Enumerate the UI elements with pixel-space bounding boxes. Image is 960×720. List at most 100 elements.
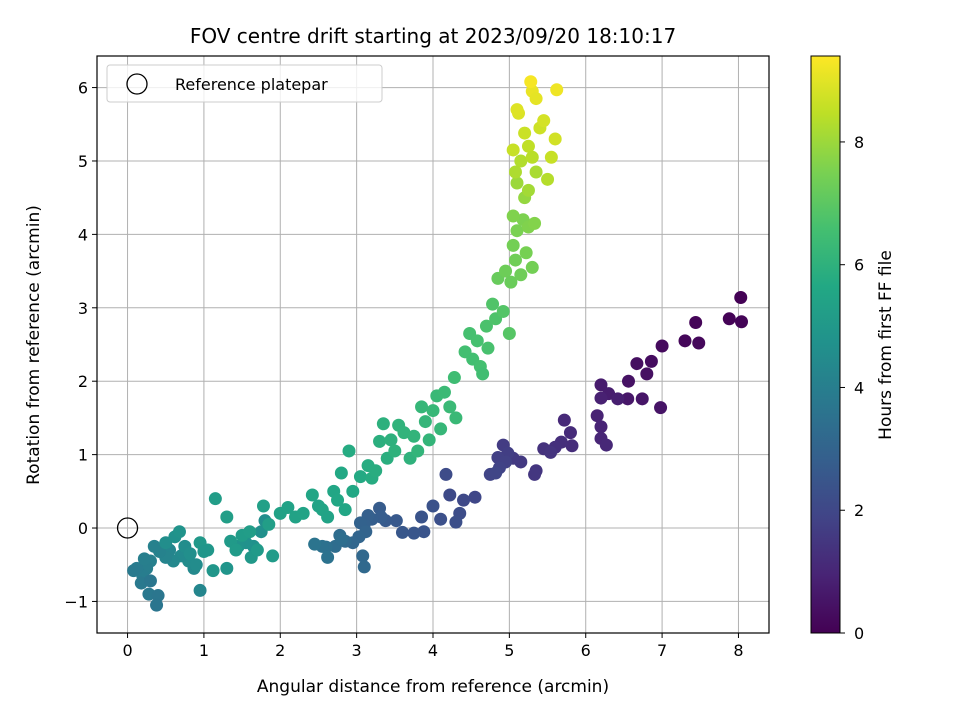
x-tick-label: 5 (504, 641, 514, 660)
data-point (183, 547, 197, 561)
data-point (654, 401, 668, 415)
y-tick-label: 1 (78, 446, 88, 465)
y-tick-label: 4 (78, 225, 88, 244)
data-point (407, 526, 421, 540)
data-point (357, 560, 371, 574)
legend-label: Reference platepar (175, 75, 328, 94)
data-point (426, 404, 440, 418)
data-point (594, 391, 608, 405)
y-tick-label: 6 (78, 79, 88, 98)
data-point (550, 83, 564, 97)
data-point (502, 326, 516, 340)
data-point (127, 564, 141, 578)
data-point (389, 514, 403, 528)
data-point (521, 139, 535, 153)
data-point (229, 543, 243, 557)
data-point (524, 75, 538, 89)
data-point (599, 438, 613, 452)
data-point (537, 114, 551, 128)
data-point (544, 150, 558, 164)
colorbar-gradient (810, 55, 841, 634)
data-point (434, 512, 448, 526)
data-point (563, 426, 577, 440)
x-tick-label: 7 (657, 641, 667, 660)
data-point (373, 434, 387, 448)
colorbar-ticks: 0 2 4 6 8 (840, 133, 864, 643)
data-point (417, 525, 431, 539)
data-point (407, 429, 421, 443)
data-point (193, 583, 207, 597)
data-point (172, 525, 186, 539)
data-point (504, 275, 518, 289)
chart-title: FOV centre drift starting at 2023/09/20 … (190, 24, 676, 48)
data-point (137, 552, 151, 566)
data-point (331, 493, 345, 507)
data-point (557, 413, 571, 427)
data-point (468, 490, 482, 504)
data-point (321, 510, 335, 524)
x-tick-label: 6 (581, 641, 591, 660)
data-point (506, 209, 520, 223)
data-points (127, 75, 749, 612)
colorbar-tick-label: 4 (854, 378, 864, 397)
data-point (630, 357, 644, 371)
y-tick-label: 0 (78, 519, 88, 538)
data-point (151, 589, 165, 603)
data-point (529, 92, 543, 106)
data-point (486, 297, 500, 311)
data-point (621, 392, 635, 406)
data-point (506, 143, 520, 157)
data-point (508, 165, 522, 179)
reference-marker-layer (116, 517, 139, 539)
data-point (722, 312, 736, 326)
data-point (528, 467, 542, 481)
x-tick-label: 4 (428, 641, 438, 660)
x-ticks: 0 1 2 3 4 5 6 7 8 (122, 633, 744, 660)
colorbar-tick-label: 0 (854, 624, 864, 643)
legend-box (106, 64, 383, 103)
data-point (266, 549, 280, 563)
data-point (308, 537, 322, 551)
y-tick-label: 2 (78, 372, 88, 391)
data-point (735, 315, 749, 329)
data-point (189, 558, 203, 572)
data-point (220, 561, 234, 575)
data-point (521, 183, 535, 197)
data-point (518, 126, 532, 140)
data-point (334, 466, 348, 480)
data-point (635, 392, 649, 406)
data-point (422, 433, 436, 447)
colorbar-tick-label: 8 (854, 133, 864, 152)
data-point (388, 444, 402, 458)
legend-marker-open-circle (126, 73, 148, 95)
data-point (470, 334, 484, 348)
data-point (439, 467, 453, 481)
x-tick-label: 3 (352, 641, 362, 660)
data-point (544, 445, 558, 459)
data-point (476, 367, 490, 381)
data-point (449, 411, 463, 425)
data-point (395, 525, 409, 539)
data-point (353, 470, 367, 484)
data-point (644, 354, 658, 368)
data-point (243, 525, 257, 539)
data-point (426, 499, 440, 513)
data-point (369, 464, 383, 478)
data-point (655, 339, 669, 353)
data-point (150, 598, 164, 612)
data-point (506, 238, 520, 252)
colorbar-tick-label: 6 (854, 256, 864, 275)
data-point (197, 545, 211, 559)
data-point (305, 488, 319, 502)
data-point (678, 334, 692, 348)
data-point (621, 374, 635, 388)
data-point (250, 543, 264, 557)
data-point (342, 444, 356, 458)
colorbar: 0 2 4 6 8 Hours from first FF file (810, 55, 896, 643)
data-point (443, 400, 457, 414)
data-point (510, 176, 524, 190)
data-point (356, 549, 370, 563)
data-point (594, 378, 608, 392)
x-tick-label: 0 (122, 641, 132, 660)
data-point (384, 433, 398, 447)
